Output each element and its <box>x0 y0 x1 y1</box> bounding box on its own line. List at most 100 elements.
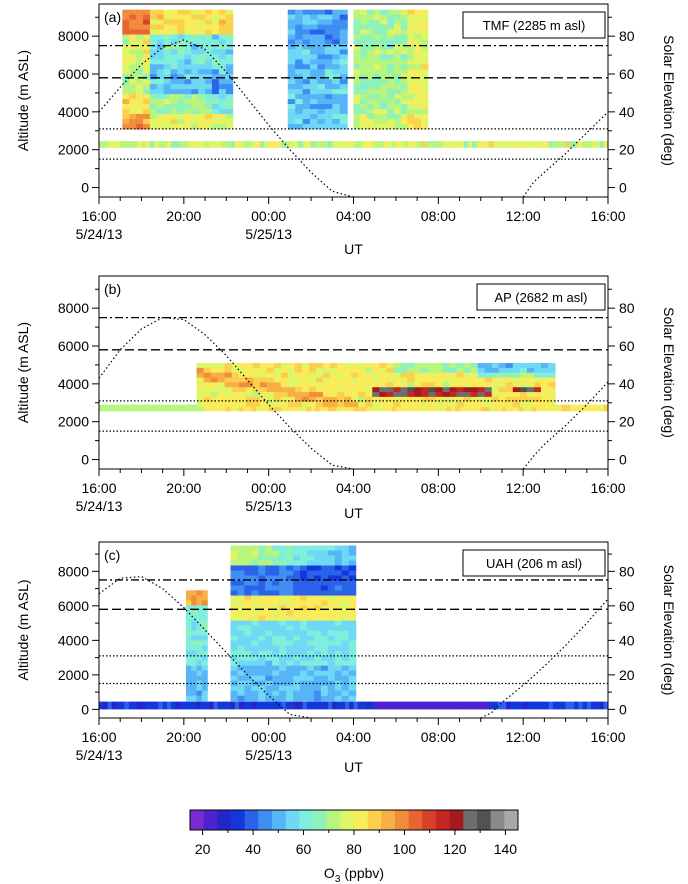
panel-a-profile-cell <box>191 113 199 120</box>
panel-a-profile-cell <box>332 89 341 95</box>
panel-a-profile-cell <box>393 59 402 65</box>
panel-a-profile-cell <box>420 64 429 70</box>
panel-a-profile-cell <box>122 123 130 130</box>
panel-a-profile-cell <box>366 109 375 115</box>
panel-a-profile-cell <box>143 74 151 80</box>
panel-a-profile-cell <box>414 74 422 80</box>
panel-b-profile-cell <box>294 377 303 383</box>
panel-a-profile-cell <box>387 118 395 125</box>
panel-a-profile-cell <box>353 19 361 26</box>
panel-b-profile-cell <box>330 372 338 379</box>
panel-c-surface-cell <box>417 701 422 710</box>
panel-b-profile-cell <box>540 372 549 379</box>
panel-a-profile-cell <box>310 69 319 75</box>
panel-a-profile-cell <box>373 109 382 115</box>
panel-a-profile-cell <box>198 59 206 65</box>
panel-b-profile-cell <box>414 367 423 374</box>
panel-a-profile-cell <box>366 89 375 95</box>
panel-a-profile-cell <box>339 69 348 75</box>
panel-c-profile-cell <box>306 655 315 662</box>
panel-c-profile-cell <box>196 655 203 662</box>
panel-a-profile-cell <box>310 94 319 100</box>
panel-c-surface-cell <box>434 701 439 710</box>
panel-a-profile-cell <box>360 24 368 31</box>
panel-a-profile-cell <box>295 54 304 60</box>
panel-a-profile-cell <box>177 113 185 120</box>
panel-a-profile-cell <box>373 64 382 70</box>
panel-b-profile-cell <box>287 377 296 383</box>
panel-c-surface-cell <box>183 701 189 710</box>
panel-c-surface-cell <box>272 701 278 710</box>
panel-a-profile-cell <box>122 109 130 115</box>
panel-b-profile-cell <box>484 382 493 388</box>
panel-a-surface-cell <box>357 141 363 148</box>
panel-c-profile-cell <box>334 690 343 697</box>
colorbar-cell <box>354 810 369 830</box>
panel-c-profile-cell <box>185 630 192 637</box>
panel-a-surface-cell <box>527 141 533 148</box>
panel-a-profile-cell <box>191 79 199 85</box>
panel-b-profile-cell <box>351 382 359 388</box>
panel-a-profile-cell <box>339 9 348 16</box>
panel-c-profile-cell <box>244 610 252 617</box>
panel-c-profile-cell <box>320 690 329 697</box>
panel-b-profile-cell <box>379 372 387 379</box>
panel-b-profile-cell <box>379 401 387 408</box>
panel-a-profile-cell <box>218 14 227 21</box>
panel-b-profile-cell <box>330 382 338 388</box>
panel-a-profile-cell <box>198 104 206 110</box>
panel-a-profile-cell <box>373 9 382 16</box>
panel-a-ylabel: Altitude (m ASL) <box>15 50 31 151</box>
panel-a-profile-cell <box>317 9 326 16</box>
panel-a-surface-cell <box>370 141 376 148</box>
panel-b-profile-cell <box>210 372 219 379</box>
panel-c-profile-cell <box>230 660 239 667</box>
panel-c-axes: 16:00 20:00 00:00 04:00 08:00 12:00 16:005/24/… <box>58 553 635 763</box>
panel-c-surface-cell <box>591 701 596 710</box>
panel-b-profile-cell <box>456 396 465 403</box>
panel-a-profile-cell <box>353 34 361 41</box>
panel-a-profile-cell <box>198 34 206 41</box>
panel-a-profile-cell <box>380 99 388 105</box>
panel-c-profile-cell <box>230 590 239 597</box>
panel-c-profile-cell <box>251 615 259 622</box>
panel-a-profile-cell <box>129 54 137 60</box>
panel-b-x-tick-label: 04:00 <box>336 480 371 496</box>
panel-c-profile-cell <box>320 605 329 612</box>
panel-c-profile-cell <box>258 675 266 682</box>
panel-b-profile-cell <box>435 392 444 398</box>
panel-a-profile-cell <box>177 94 185 100</box>
panel-c-surface-cell <box>514 701 520 710</box>
panel-b-profile-cell <box>224 377 233 383</box>
panel-b-surface-cell <box>361 404 367 412</box>
panel-a-profile-cell <box>339 99 348 105</box>
panel-a-profile-cell <box>302 104 311 110</box>
panel-c-profile-cell <box>237 560 245 567</box>
panel-a-surface-cell <box>141 141 147 148</box>
panel-a-profile-cell <box>225 44 234 51</box>
panel-b-profile-cell <box>442 377 451 383</box>
panel-b-profile-cell <box>512 363 521 369</box>
panel-c-profile-cell <box>230 680 239 687</box>
panel-a-profile-cell <box>170 79 179 85</box>
panel-a-profile-cell <box>407 123 415 130</box>
panel-b-profile-cell <box>533 367 542 374</box>
panel-c-profile-cell <box>196 665 203 672</box>
panel-c-profile-cell <box>258 570 266 577</box>
panel-c-profile-cell <box>237 660 245 667</box>
panel-b-profile-cell <box>512 396 521 403</box>
panel-a-profile-cell <box>414 29 422 36</box>
panel-b-profile-cell <box>484 367 493 374</box>
panel-c-profile-cell <box>185 665 192 672</box>
panel-b-profile-cell <box>245 363 254 369</box>
panel-a-profile-cell <box>177 64 185 70</box>
panel-b-profile-cell <box>266 367 275 374</box>
panel-c-profile-cell <box>230 575 239 582</box>
panel-c-profile-cell <box>293 565 301 572</box>
colorbar: 20 40 60 80 100 120 140 O3 (ppbv) <box>189 809 519 884</box>
panel-c-profile-cell <box>237 620 245 627</box>
panel-a-profile-cell <box>339 59 348 65</box>
panel-c-profile-cell <box>313 545 322 552</box>
panel-c-surface-cell <box>255 701 261 710</box>
panel-c-surface-cell <box>209 701 215 710</box>
